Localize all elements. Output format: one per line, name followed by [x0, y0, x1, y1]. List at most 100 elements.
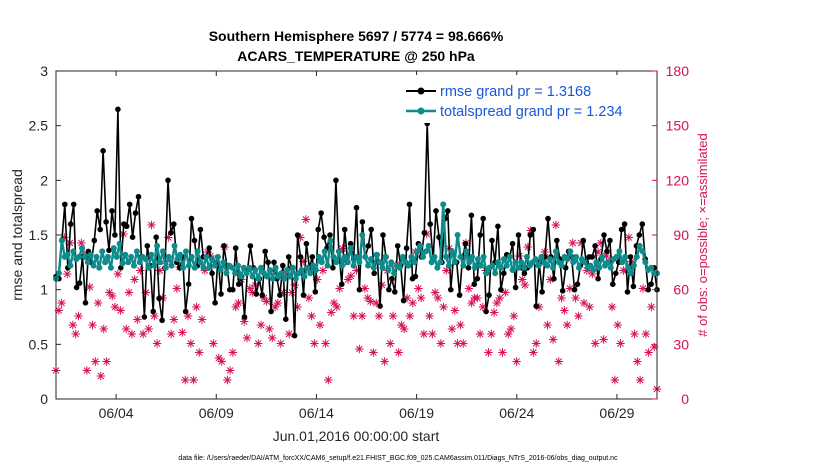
totalspread-point	[642, 259, 649, 266]
obs-count-marker: ✳	[546, 275, 555, 287]
obs-count-marker: ✳	[641, 329, 650, 341]
totalspread-point	[142, 256, 149, 263]
totalspread-point	[518, 259, 525, 266]
x-tick-label: 06/09	[199, 405, 234, 421]
rmse-point	[474, 275, 481, 282]
totalspread-point	[110, 245, 117, 252]
totalspread-point	[133, 248, 140, 255]
rmse-point	[285, 254, 292, 260]
rmse-point	[353, 204, 360, 211]
rmse-point	[112, 232, 118, 238]
obs-count-marker: ✳	[296, 233, 305, 245]
rmse-point	[380, 232, 386, 238]
totalspread-point	[289, 264, 296, 271]
obs-count-marker: ✳	[270, 302, 279, 314]
rmse-point	[365, 243, 372, 249]
rmse-point	[109, 208, 115, 214]
obs-count-marker: ✳	[57, 298, 66, 310]
totalspread-point	[521, 264, 528, 271]
rmse-point	[468, 212, 475, 219]
obs-count-marker: ✳	[523, 242, 532, 254]
totalspread-point	[240, 264, 247, 271]
totalspread-point	[159, 248, 166, 255]
totalspread-point	[237, 273, 244, 280]
totalspread-point	[209, 256, 215, 263]
obs-count-marker: ✳	[599, 335, 608, 347]
obs-count-marker: ✳	[195, 347, 204, 359]
obs-count-marker: ✳	[484, 347, 493, 359]
obs-count-marker: ✳	[293, 302, 302, 314]
obs-count-marker: ✳	[450, 306, 459, 318]
totalspread-point	[70, 248, 77, 255]
rmse-point	[209, 270, 215, 277]
totalspread-point	[105, 253, 111, 260]
obs-count-marker: ✳	[329, 298, 338, 310]
totalspread-point	[538, 253, 545, 260]
rmse-point	[97, 226, 103, 233]
totalspread-point	[503, 262, 510, 269]
rmse-point	[403, 245, 410, 251]
obs-count-marker: ✳	[607, 302, 616, 314]
totalspread-point	[339, 262, 346, 269]
totalspread-point	[428, 259, 435, 266]
totalspread-point	[506, 253, 513, 260]
rmse-point	[318, 210, 324, 216]
totalspread-point	[90, 262, 97, 269]
legend-rmse-label: rmse grand pr = 1.3168	[440, 84, 591, 100]
totalspread-point	[353, 253, 360, 260]
obs-count-marker: ✳	[189, 375, 198, 387]
x-tick-label: 06/29	[599, 405, 634, 421]
rmse-point	[356, 286, 363, 293]
rmse-point	[574, 281, 581, 288]
totalspread-point	[197, 259, 204, 266]
rmse-point	[62, 201, 68, 208]
obs-count-marker: ✳	[433, 293, 442, 305]
totalspread-point	[492, 270, 499, 277]
obs-count-marker: ✳	[304, 293, 313, 305]
obs-count-marker: ✳	[152, 338, 161, 350]
obs-count-marker: ✳	[172, 284, 181, 296]
rmse-point	[76, 280, 83, 286]
obs-count-marker: ✳	[301, 214, 310, 226]
obs-count-marker: ✳	[155, 265, 164, 277]
obs-count-marker: ✳	[116, 306, 125, 318]
totalspread-point	[550, 264, 556, 271]
rmse-point	[554, 237, 560, 244]
totalspread-point	[278, 270, 285, 277]
y-axis-right-label: # of obs: o=possible; ×=assimilated	[695, 133, 710, 336]
x-axis-label: Jun.01,2016 00:00:00 start	[273, 428, 440, 444]
obs-count-marker: ✳	[428, 329, 437, 341]
obs-count-marker: ✳	[88, 320, 97, 332]
obs-count-marker: ✳	[596, 238, 605, 250]
obs-count-marker: ✳	[436, 338, 445, 350]
totalspread-point	[194, 248, 201, 255]
totalspread-point	[188, 253, 195, 260]
totalspread-point	[93, 253, 100, 260]
totalspread-point	[341, 253, 348, 260]
rmse-point	[294, 232, 301, 238]
rmse-point	[347, 240, 354, 247]
rmse-point	[70, 201, 77, 208]
totalspread-point	[515, 264, 522, 271]
obs-count-marker: ✳	[259, 293, 268, 305]
totalspread-point	[330, 253, 337, 260]
obs-count-marker: ✳	[335, 284, 344, 296]
obs-count-marker: ✳	[520, 280, 529, 292]
rmse-point	[235, 281, 242, 288]
totalspread-point	[509, 267, 516, 273]
obs-count-marker: ✳	[543, 320, 552, 332]
totalspread-point	[67, 262, 74, 269]
legend-spread-label: totalspread grand pr = 1.234	[440, 104, 623, 120]
totalspread-point	[648, 264, 655, 271]
rmse-point	[230, 286, 236, 293]
obs-count-marker: ✳	[355, 344, 364, 356]
rmse-point	[168, 230, 174, 236]
obs-count-marker: ✳	[456, 320, 465, 332]
totalspread-point	[437, 259, 444, 266]
obs-count-marker: ✳	[124, 287, 133, 299]
rmse-point	[456, 292, 463, 298]
totalspread-point	[116, 240, 123, 247]
rmse-point	[280, 262, 286, 269]
y-right-tick-label: 180	[666, 63, 690, 79]
totalspread-point	[327, 237, 334, 244]
